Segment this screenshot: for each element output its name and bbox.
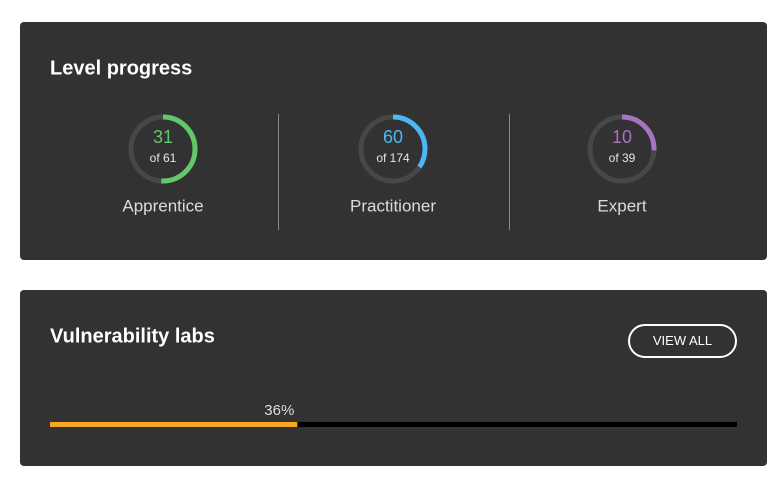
progress-fill xyxy=(50,422,298,427)
level-name: Expert xyxy=(597,196,646,215)
labs-card xyxy=(20,290,767,466)
level-name: Apprentice xyxy=(122,196,203,215)
level-card xyxy=(20,22,767,260)
progress-label: 36% xyxy=(264,402,294,419)
progress-track xyxy=(50,422,737,427)
rings: 31 of 61 Apprentice 60 of 174 Practitioner 10 o… xyxy=(122,114,657,215)
level-name: Practitioner xyxy=(350,196,436,215)
view-all-button[interactable] xyxy=(628,324,737,358)
card-title: Vulnerability labs xyxy=(50,325,215,347)
ring-total: of 61 xyxy=(150,151,177,165)
ring-value: 10 xyxy=(612,127,632,147)
ring-progress xyxy=(587,114,657,184)
ring-progress xyxy=(128,114,198,184)
ring-value: 60 xyxy=(383,127,403,147)
ring-total: of 39 xyxy=(609,151,636,165)
view-all-label[interactable]: VIEW ALL xyxy=(653,333,712,348)
ring-progress xyxy=(358,114,428,184)
ring-total: of 174 xyxy=(376,151,410,165)
card-title: Level progress xyxy=(50,57,192,79)
ring-value: 31 xyxy=(153,127,173,147)
